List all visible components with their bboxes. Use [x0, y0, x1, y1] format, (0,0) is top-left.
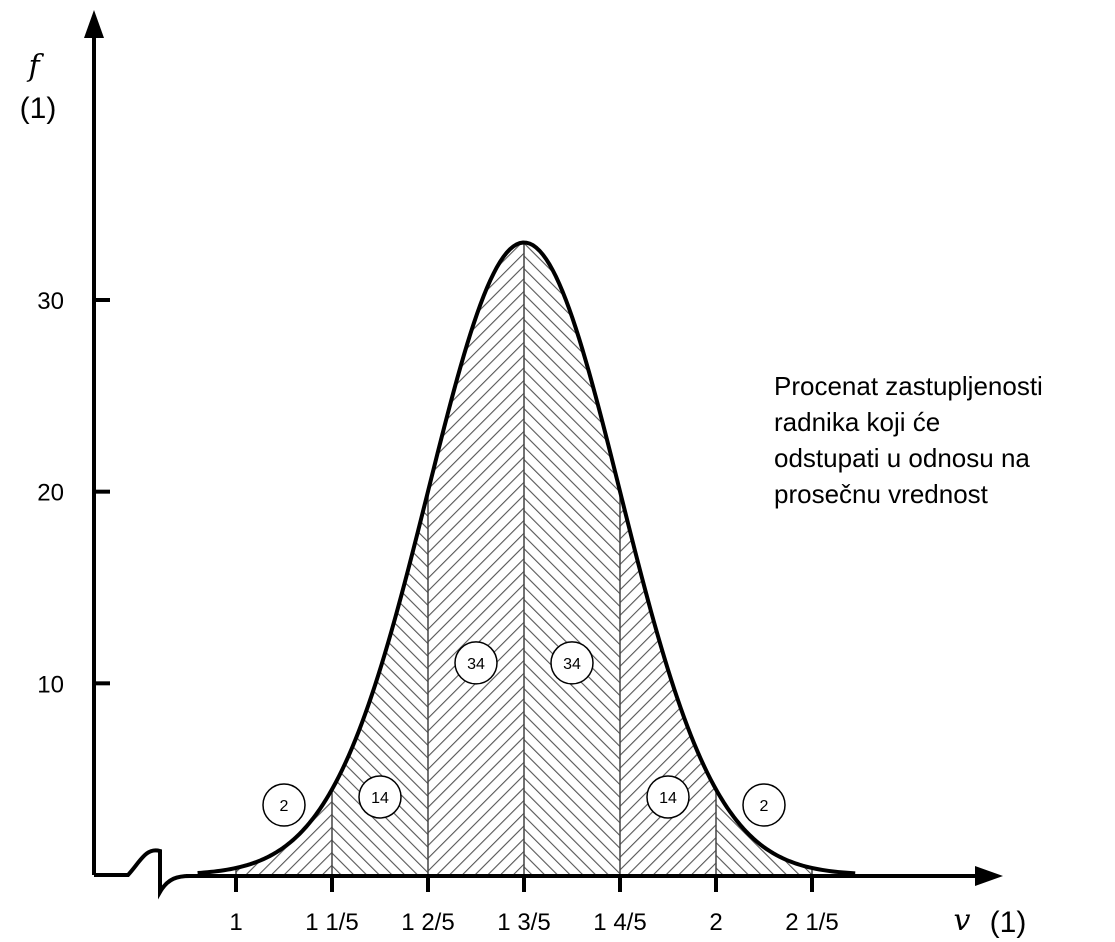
x-tick-label: 2	[709, 909, 722, 936]
percent-marker	[550, 641, 594, 685]
x-tick-label: 2 1/5	[785, 909, 838, 936]
x-tick-label: 1 2/5	[401, 909, 454, 936]
y-axis-unit: (1)	[20, 92, 57, 125]
x-axis-symbol: v	[954, 903, 971, 938]
y-tick-label: 20	[37, 480, 64, 507]
x-tick-label: 1 4/5	[593, 909, 646, 936]
x-axis-break	[94, 848, 191, 900]
x-axis-arrow	[975, 866, 1003, 886]
hatched-segment	[236, 789, 332, 875]
percent-label: 34	[563, 656, 581, 673]
percent-label: 2	[280, 798, 289, 815]
y-tick-label: 30	[37, 288, 64, 315]
x-ticks-layer: 1 1 1/5 1 2/5 1 3/5 1 4/5 2 2 1/5	[229, 875, 839, 936]
annotation-line: odstupati u odnosu na	[774, 443, 1030, 473]
percent-marker	[646, 775, 690, 819]
percent-label: 14	[371, 790, 389, 807]
normal-curve	[197, 240, 856, 876]
y-axis-arrow	[84, 10, 104, 38]
percent-markers-layer: 2 14 34 34 14 2	[262, 641, 786, 827]
annotation: Procenat zastupljenosti radnika koji će …	[774, 368, 1114, 512]
y-tick-label: 10	[37, 671, 64, 698]
hatched-segment	[428, 242, 524, 875]
hatched-segment	[524, 242, 620, 875]
percent-label: 34	[467, 656, 485, 673]
y-ticks-layer: 10 20 30	[37, 288, 110, 698]
x-tick-label: 1	[229, 909, 242, 936]
annotation-line: Procenat zastupljenosti	[774, 371, 1043, 401]
x-tick-label: 1 3/5	[497, 909, 550, 936]
segment-dividers-layer	[235, 242, 813, 875]
y-axis-symbol: f	[26, 49, 44, 84]
annotation-line: radnika koji će	[774, 407, 941, 437]
annotation-line: prosečnu vrednost	[774, 479, 988, 509]
x-tick-label: 1 1/5	[305, 909, 358, 936]
percent-label: 14	[659, 790, 677, 807]
percent-label: 2	[760, 798, 769, 815]
percent-marker	[262, 783, 306, 827]
percent-marker	[742, 783, 786, 827]
percent-marker	[358, 775, 402, 819]
percent-marker	[454, 641, 498, 685]
x-axis-unit: (1)	[990, 906, 1027, 939]
hatched-segment	[716, 789, 812, 875]
